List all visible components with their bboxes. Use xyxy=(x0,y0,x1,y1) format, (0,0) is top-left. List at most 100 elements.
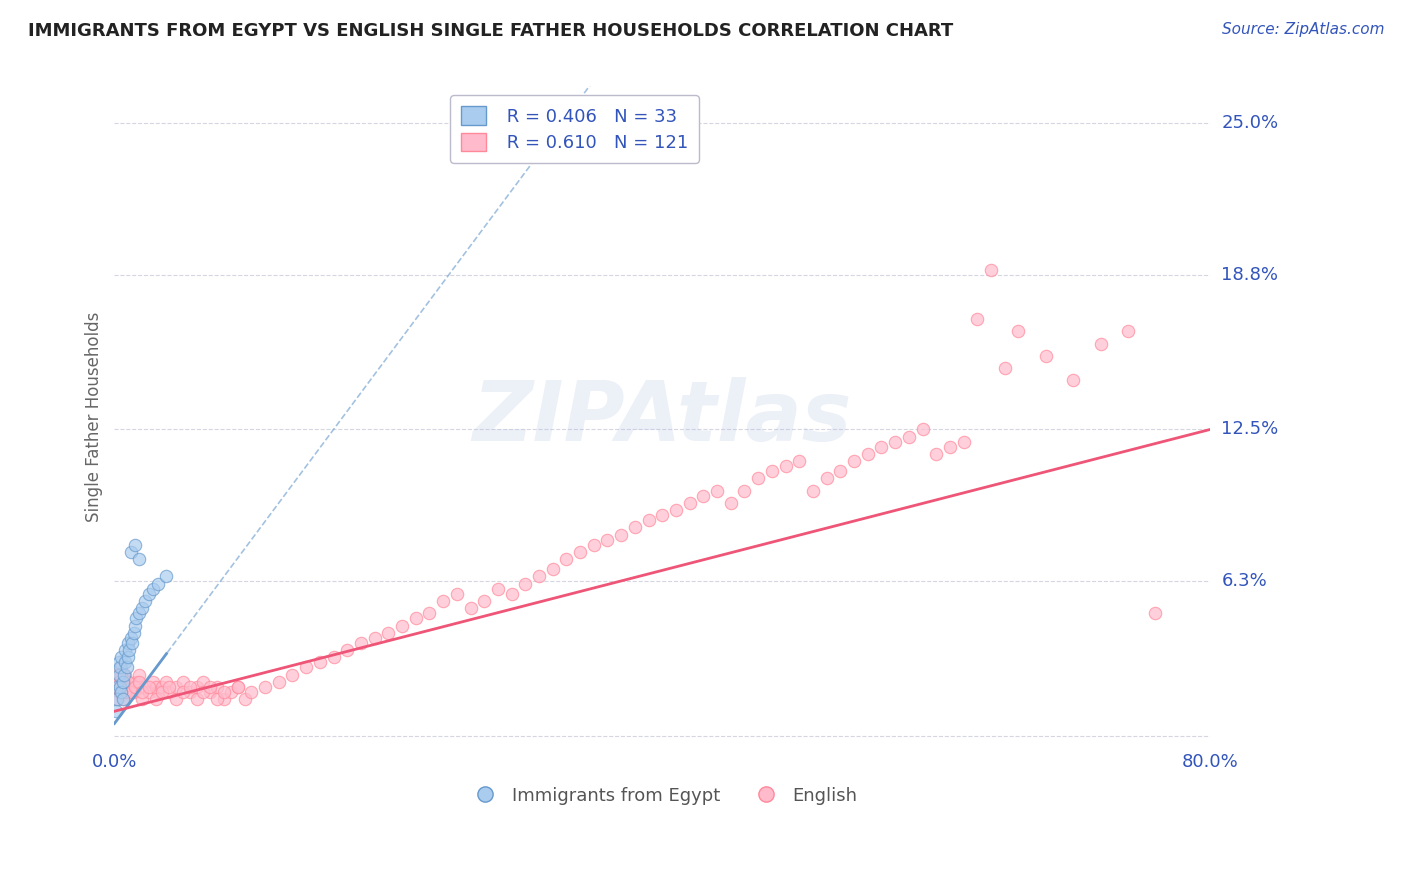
Point xyxy=(486,582,509,596)
Point xyxy=(679,496,702,510)
Point xyxy=(596,533,619,547)
Point xyxy=(911,422,934,436)
Point xyxy=(966,312,988,326)
Legend: Immigrants from Egypt, English: Immigrants from Egypt, English xyxy=(460,780,865,812)
Point xyxy=(747,471,769,485)
Point xyxy=(114,667,136,681)
Point xyxy=(856,447,879,461)
Point xyxy=(128,674,150,689)
Point xyxy=(193,684,215,698)
Point xyxy=(131,601,153,615)
Point xyxy=(165,680,187,694)
Point xyxy=(761,464,783,478)
Point xyxy=(186,680,208,694)
Point xyxy=(870,440,893,454)
Point xyxy=(148,684,170,698)
Point xyxy=(114,643,136,657)
Point xyxy=(105,692,128,706)
Point xyxy=(114,684,136,698)
Point xyxy=(179,684,201,698)
Point xyxy=(104,680,127,694)
Point xyxy=(1116,325,1139,339)
Point xyxy=(145,692,167,706)
Point xyxy=(541,562,564,576)
Point xyxy=(391,618,413,632)
Point xyxy=(117,674,139,689)
Point xyxy=(131,692,153,706)
Point xyxy=(1062,373,1084,387)
Point xyxy=(108,660,131,674)
Point xyxy=(111,674,134,689)
Point xyxy=(112,667,135,681)
Point xyxy=(124,680,146,694)
Point xyxy=(111,692,134,706)
Point xyxy=(515,577,537,591)
Point xyxy=(150,680,173,694)
Point xyxy=(111,692,134,706)
Point xyxy=(186,692,208,706)
Point xyxy=(205,692,228,706)
Point xyxy=(980,263,1002,277)
Point xyxy=(128,667,150,681)
Point xyxy=(884,434,907,449)
Point xyxy=(193,674,215,689)
Point xyxy=(240,684,263,698)
Point xyxy=(501,587,523,601)
Point xyxy=(114,655,136,669)
Point xyxy=(165,692,187,706)
Point xyxy=(952,434,974,449)
Point xyxy=(108,674,131,689)
Point xyxy=(179,680,201,694)
Point xyxy=(994,361,1017,376)
Point xyxy=(131,684,153,698)
Point xyxy=(925,447,948,461)
Point xyxy=(1035,349,1057,363)
Point xyxy=(112,680,135,694)
Point xyxy=(267,674,290,689)
Text: 18.8%: 18.8% xyxy=(1222,266,1278,284)
Point xyxy=(120,680,142,694)
Point xyxy=(350,635,373,649)
Point xyxy=(226,680,249,694)
Point xyxy=(1007,325,1029,339)
Point xyxy=(125,611,148,625)
Point xyxy=(637,513,659,527)
Point xyxy=(527,569,550,583)
Point xyxy=(117,650,139,665)
Point xyxy=(120,631,142,645)
Point xyxy=(1144,606,1167,620)
Point xyxy=(138,587,160,601)
Point xyxy=(107,655,129,669)
Point xyxy=(200,680,222,694)
Point xyxy=(122,625,145,640)
Point xyxy=(322,650,344,665)
Point xyxy=(830,464,852,478)
Point xyxy=(460,601,482,615)
Point xyxy=(787,454,810,468)
Point xyxy=(110,667,132,681)
Point xyxy=(115,660,138,674)
Point xyxy=(1090,336,1112,351)
Point xyxy=(172,674,194,689)
Point xyxy=(120,545,142,559)
Point xyxy=(110,660,132,674)
Point xyxy=(155,569,177,583)
Point xyxy=(205,680,228,694)
Point xyxy=(939,440,962,454)
Point xyxy=(363,631,385,645)
Text: IMMIGRANTS FROM EGYPT VS ENGLISH SINGLE FATHER HOUSEHOLDS CORRELATION CHART: IMMIGRANTS FROM EGYPT VS ENGLISH SINGLE … xyxy=(28,22,953,40)
Point xyxy=(117,674,139,689)
Point xyxy=(115,684,138,698)
Point xyxy=(212,684,235,698)
Point xyxy=(651,508,673,523)
Point xyxy=(842,454,865,468)
Point xyxy=(124,618,146,632)
Point xyxy=(150,684,173,698)
Text: ZIPAtlas: ZIPAtlas xyxy=(472,376,852,458)
Point xyxy=(665,503,688,517)
Point xyxy=(720,496,742,510)
Point xyxy=(801,483,824,498)
Point xyxy=(118,643,141,657)
Point xyxy=(120,684,142,698)
Point xyxy=(624,520,647,534)
